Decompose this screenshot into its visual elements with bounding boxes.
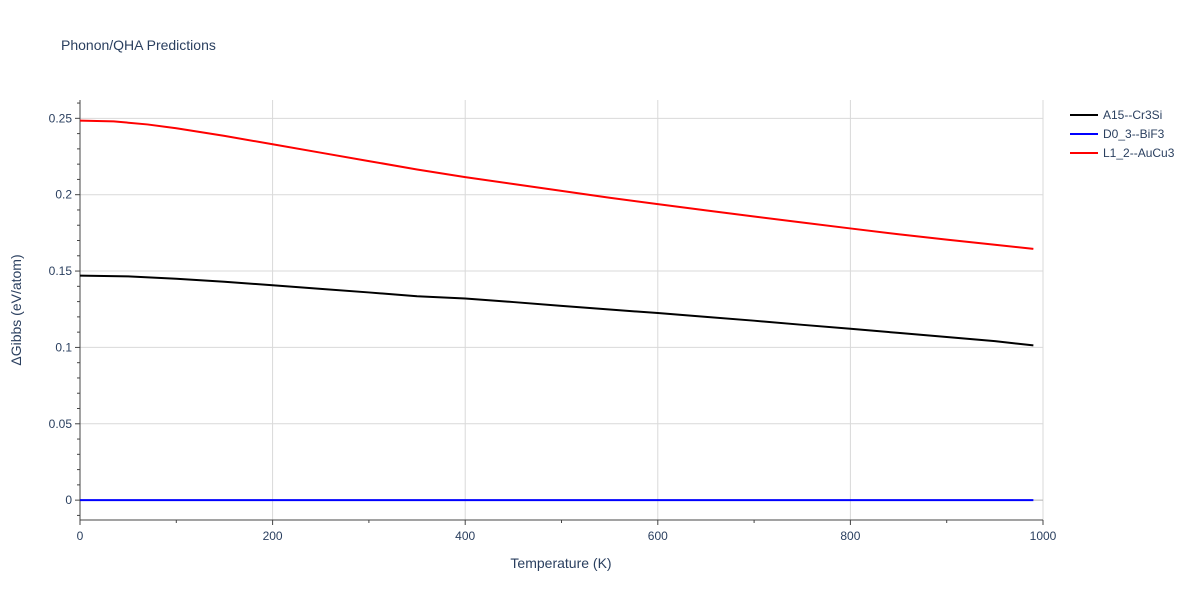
- series-line-A15--Cr3Si[interactable]: [79, 274, 1034, 347]
- x-tick-label: 0: [77, 529, 84, 543]
- chart-title: Phonon/QHA Predictions: [61, 37, 216, 53]
- x-tick-label: 600: [648, 529, 668, 543]
- series-layer: [79, 119, 1034, 502]
- grid-layer: [80, 100, 1044, 520]
- legend-label: L1_2--AuCu3: [1103, 146, 1175, 160]
- y-tick-label: 0: [65, 493, 72, 507]
- x-axis-title: Temperature (K): [510, 555, 611, 571]
- x-tick-label: 1000: [1030, 529, 1057, 543]
- legend[interactable]: A15--Cr3Si D0_3--BiF3 L1_2--AuCu3: [1070, 108, 1175, 160]
- axis-layer: 0 200 400 600 800 1000 0 0.05 0.1 0.15 0.2 0.25: [49, 100, 1057, 543]
- y-tick-label: 0.15: [49, 264, 73, 278]
- y-axis-title: ΔGibbs (eV/atom): [8, 254, 24, 365]
- series-line-L1_2--AuCu3[interactable]: [79, 119, 1034, 250]
- x-tick-label: 800: [840, 529, 860, 543]
- y-tick-label: 0.2: [55, 188, 72, 202]
- legend-label: D0_3--BiF3: [1103, 127, 1165, 141]
- legend-label: A15--Cr3Si: [1103, 108, 1162, 122]
- legend-item[interactable]: A15--Cr3Si: [1070, 108, 1162, 122]
- x-tick-label: 200: [263, 529, 283, 543]
- x-tick-label: 400: [455, 529, 475, 543]
- y-tick-label: 0.1: [55, 340, 72, 354]
- legend-item[interactable]: D0_3--BiF3: [1070, 127, 1165, 141]
- y-tick-label: 0.05: [49, 417, 73, 431]
- legend-item[interactable]: L1_2--AuCu3: [1070, 146, 1175, 160]
- y-tick-label: 0.25: [49, 111, 73, 125]
